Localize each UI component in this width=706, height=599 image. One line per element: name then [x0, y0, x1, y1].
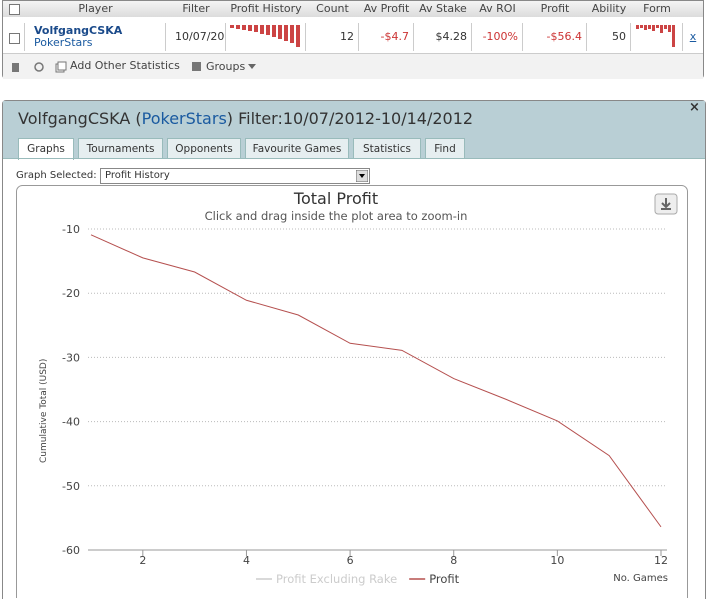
chart-subtitle: Click and drag inside the plot area to z…: [205, 209, 468, 223]
groups-button[interactable]: Groups: [206, 60, 246, 73]
header-cell[interactable]: Player: [25, 1, 167, 17]
header-cell[interactable]: Count: [306, 1, 360, 17]
av-stake-cell: $4.28: [414, 23, 472, 51]
select-arrow: [356, 170, 368, 182]
add-statistics[interactable]: Add Other Statistics: [70, 59, 180, 72]
tab[interactable]: Graphs: [18, 138, 74, 160]
form-sparkline: [636, 25, 675, 47]
count-cell: 12: [306, 23, 359, 51]
stats-table: Player Filter Profit History Count Av Pr…: [2, 0, 704, 79]
series-line: [90, 234, 662, 528]
header-cell[interactable]: Form: [631, 1, 684, 17]
header-cell: [683, 1, 703, 17]
tab[interactable]: Tournaments: [78, 138, 163, 159]
download-button[interactable]: [654, 193, 678, 215]
x-tick-label: 12: [654, 554, 668, 567]
tab-rule: [3, 158, 705, 159]
title-prefix: VolfgangCSKA (: [18, 109, 142, 128]
toolbar-icons[interactable]: [11, 61, 51, 73]
close-button[interactable]: ×: [689, 100, 700, 115]
av-roi-cell: -100%: [472, 23, 523, 51]
y-tick-label: -40: [62, 416, 80, 429]
x-tick-label: 4: [243, 554, 250, 567]
player-name[interactable]: VolfgangCSKA: [34, 24, 123, 37]
header-cell[interactable]: Av Profit: [359, 1, 415, 17]
header-cell[interactable]: Profit: [523, 1, 588, 17]
dropdown-arrow: [248, 64, 256, 69]
title-suffix: ) Filter:10/07/2012-10/14/2012: [226, 109, 474, 128]
x-tick-label: 2: [139, 554, 146, 567]
y-tick-label: -60: [62, 544, 80, 557]
graph-select[interactable]: Profit History: [100, 168, 370, 184]
x-tick-label: 6: [347, 554, 354, 567]
header-cell: [3, 1, 26, 17]
chart-frame: [16, 185, 688, 598]
checkbox[interactable]: [9, 33, 20, 44]
av-profit-cell: -$4.7: [359, 23, 414, 51]
header-cell[interactable]: Filter: [166, 1, 227, 17]
remove-link[interactable]: x: [689, 30, 697, 43]
legend-label[interactable]: Profit Excluding Rake: [276, 572, 397, 586]
title-site[interactable]: PokerStars: [141, 109, 227, 128]
x-tick-label: 8: [450, 554, 457, 567]
form-cell: [631, 23, 683, 51]
chart-title: Total Profit: [293, 189, 378, 208]
panel-title: VolfgangCSKA (PokerStars) Filter:10/07/2…: [18, 109, 473, 128]
checkbox[interactable]: [9, 4, 20, 15]
y-tick-label: -20: [62, 287, 80, 300]
x-axis-label: No. Games: [613, 573, 668, 584]
tab[interactable]: Find: [425, 138, 465, 159]
sparkline: [230, 25, 300, 47]
site-name[interactable]: PokerStars: [34, 36, 93, 49]
y-tick-label: -10: [62, 223, 80, 236]
header-cell[interactable]: Profit History: [226, 1, 307, 17]
y-axis-label: Cumulative Total (USD): [39, 359, 49, 463]
profit-cell: -$56.4: [523, 23, 587, 51]
header-cell[interactable]: Av Stake: [414, 1, 473, 17]
add-icon: [55, 61, 67, 73]
header-cell[interactable]: Av ROI: [472, 1, 524, 17]
ability-cell: 50: [587, 23, 631, 51]
panel-header: VolfgangCSKA (PokerStars) Filter:10/07/2…: [3, 100, 705, 160]
player-cell: VolfgangCSKA PokerStars: [25, 23, 166, 51]
tab[interactable]: Opponents: [167, 138, 241, 159]
legend-label[interactable]: Profit: [429, 572, 459, 586]
tab[interactable]: Statistics: [353, 138, 421, 159]
toolbar: Add Other Statistics Groups: [3, 53, 703, 79]
x-tick-label: 10: [550, 554, 564, 567]
chart: Total Profit Click and drag inside the p…: [16, 185, 688, 598]
groups-icon: [192, 62, 201, 71]
graph-select-label: Graph Selected:: [16, 170, 97, 181]
row-cell: [3, 23, 25, 51]
graph-select-value: Profit History: [105, 170, 170, 181]
header-cell[interactable]: Ability: [587, 1, 632, 17]
sparkline-cell: [226, 23, 306, 51]
y-tick-label: -30: [62, 351, 80, 364]
y-tick-label: -50: [62, 480, 80, 493]
tab[interactable]: Favourite Games: [245, 138, 349, 159]
filter-cell: 10/07/20: [166, 23, 226, 51]
